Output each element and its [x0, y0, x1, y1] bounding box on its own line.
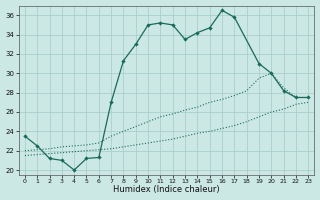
- X-axis label: Humidex (Indice chaleur): Humidex (Indice chaleur): [113, 185, 220, 194]
